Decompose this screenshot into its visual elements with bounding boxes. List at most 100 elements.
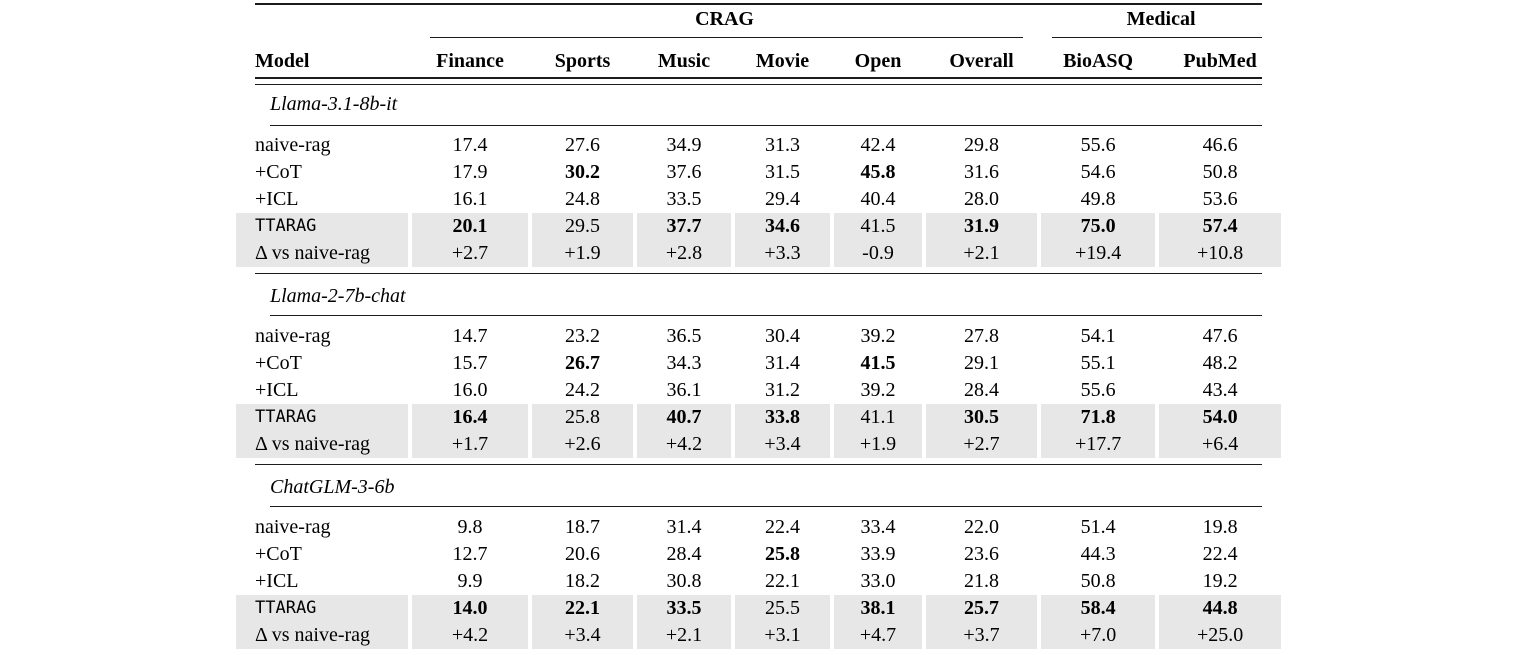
cell-value: +3.4 [532, 622, 633, 649]
column-header-open: Open [854, 50, 902, 72]
cell-value: 50.8 [1202, 161, 1238, 183]
table-row: +ICL 16.1 24.8 33.5 29.4 40.4 28.0 49.8 53.6 [236, 186, 1281, 213]
section-title: Llama-3.1-8b-it [270, 93, 398, 115]
cell-value: 54.1 [1080, 325, 1116, 347]
rule-section2-bottom [270, 314, 1262, 316]
cell-value: 29.1 [964, 352, 1000, 374]
table-row: naive-rag 17.4 27.6 34.9 31.3 42.4 29.8 55.6 46.… [236, 132, 1281, 159]
row-label: +CoT [255, 352, 302, 374]
row-label: Δ vs naive-rag [236, 622, 408, 649]
row-label: TTARAG [236, 213, 408, 240]
rule-header-mid [255, 77, 1262, 79]
cell-value: +10.8 [1159, 240, 1282, 267]
cell-value: 29.8 [964, 134, 1000, 156]
column-header-movie: Movie [755, 50, 810, 72]
row-label: naive-rag [255, 325, 331, 347]
cell-value: 23.6 [964, 543, 1000, 565]
cell-value: +4.2 [412, 622, 528, 649]
cell-value: 41.5 [860, 352, 896, 374]
cell-value: 27.6 [565, 134, 600, 156]
section-title-row: ChatGLM-3-6b [236, 458, 1281, 514]
rule-crag-underline [430, 37, 1023, 39]
column-header-finance: Finance [436, 50, 504, 72]
cell-value: 25.8 [765, 543, 800, 565]
rule-section3-bottom [270, 505, 1262, 507]
cell-value: 28.4 [666, 543, 702, 565]
table-row: TTARAG 16.4 25.8 40.7 33.8 41.1 30.5 71.8 54.0 [236, 404, 1282, 431]
cell-value: +2.7 [412, 240, 528, 267]
results-table-body: Llama-3.1-8b-it naive-rag 17.4 27.6 34.9 31.3… [236, 84, 1282, 649]
cell-value: +4.2 [637, 431, 731, 458]
cell-value: 34.9 [666, 134, 702, 156]
cell-value: 12.7 [452, 543, 488, 565]
cell-value: 36.1 [666, 379, 702, 401]
cell-value: 36.5 [666, 325, 702, 347]
cell-value: 40.4 [860, 188, 896, 210]
cell-value: 27.8 [964, 325, 1000, 347]
table-row: Δ vs naive-rag +4.2 +3.4 +2.1 +3.1 +4.7 +3.7 +7… [236, 622, 1282, 649]
cell-value: 44.8 [1159, 595, 1282, 622]
cell-value: 75.0 [1041, 213, 1156, 240]
section-title-row: Llama-2-7b-chat [236, 267, 1281, 323]
cell-value: 24.8 [565, 188, 600, 210]
table-row: TTARAG 20.1 29.5 37.7 34.6 41.5 31.9 75.0 57.4 [236, 213, 1282, 240]
cell-value: 33.0 [860, 570, 896, 592]
cell-value: 24.2 [565, 379, 600, 401]
cell-value: 38.1 [834, 595, 922, 622]
cell-value: 37.6 [666, 161, 702, 183]
cell-value: 57.4 [1159, 213, 1282, 240]
col-group-crag: CRAG [695, 8, 754, 30]
cell-value: 58.4 [1041, 595, 1156, 622]
cell-value: 31.4 [666, 516, 702, 538]
section-title: Llama-2-7b-chat [270, 285, 406, 307]
cell-value: +2.6 [532, 431, 633, 458]
column-header-pubmed: PubMed [1183, 50, 1257, 72]
cell-value: 22.4 [765, 516, 800, 538]
column-header-bioasq: BioASQ [1063, 50, 1134, 72]
cell-value: 16.1 [452, 188, 488, 210]
cell-value: +3.7 [926, 622, 1038, 649]
cell-value: 30.2 [565, 161, 600, 183]
cell-value: 31.9 [926, 213, 1038, 240]
cell-value: 9.9 [457, 570, 483, 592]
cell-value: 45.8 [860, 161, 896, 183]
column-header-music: Music [657, 50, 711, 72]
rule-top [255, 3, 1262, 5]
cell-value: +2.7 [926, 431, 1038, 458]
table-row: naive-rag 14.7 23.2 36.5 30.4 39.2 27.8 54.1 47.… [236, 323, 1281, 350]
cell-value: +2.1 [637, 622, 731, 649]
row-label: TTARAG [236, 595, 408, 622]
cell-value: +3.4 [735, 431, 830, 458]
cell-value: 55.6 [1080, 379, 1116, 401]
table-row: Δ vs naive-rag +1.7 +2.6 +4.2 +3.4 +1.9 +2.7 +1… [236, 431, 1282, 458]
cell-value: 23.2 [565, 325, 600, 347]
column-header-model: Model [255, 50, 310, 72]
rule-medical-underline [1052, 37, 1262, 39]
cell-value: 26.7 [565, 352, 600, 374]
corner-cell [236, 0, 408, 38]
cell-value: 30.5 [926, 404, 1038, 431]
cell-value: 30.8 [666, 570, 702, 592]
rule-section1-bottom [270, 124, 1262, 126]
cell-value: 29.4 [765, 188, 800, 210]
cell-value: 29.5 [532, 213, 633, 240]
cell-value: 31.3 [765, 134, 800, 156]
cell-value: 53.6 [1202, 188, 1238, 210]
cell-value: 71.8 [1041, 404, 1156, 431]
cell-value: 33.4 [860, 516, 896, 538]
row-label: Δ vs naive-rag [236, 240, 408, 267]
cell-value: 51.4 [1080, 516, 1116, 538]
rule-section2-top [255, 272, 1262, 274]
cell-value: 25.5 [735, 595, 830, 622]
cell-value: 16.4 [412, 404, 528, 431]
table-row: +ICL 16.0 24.2 36.1 31.2 39.2 28.4 55.6 43.4 [236, 377, 1281, 404]
column-header-row: Model Finance Sports Music Movie Open Ov… [236, 38, 1281, 84]
cell-value: 25.7 [926, 595, 1038, 622]
cell-value: +17.7 [1041, 431, 1156, 458]
cell-value: 33.5 [666, 188, 702, 210]
cell-value: 50.8 [1080, 570, 1116, 592]
cell-value: 44.3 [1080, 543, 1116, 565]
cell-value: 22.0 [964, 516, 1000, 538]
table-row: +CoT 12.7 20.6 28.4 25.8 33.9 23.6 44.3 22.4 [236, 541, 1281, 568]
